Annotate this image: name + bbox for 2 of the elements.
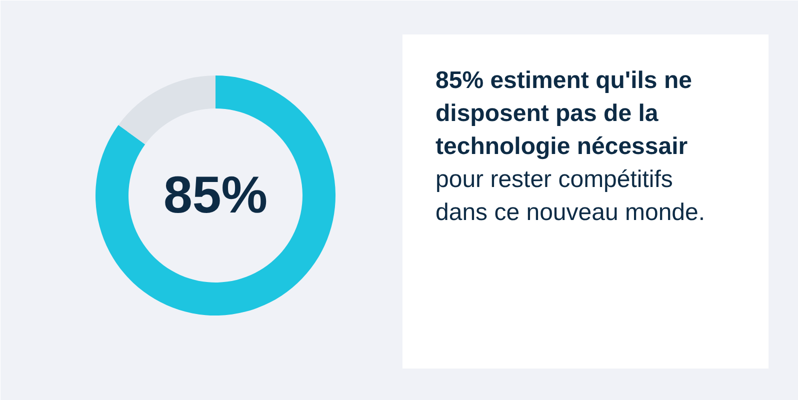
text: pour rester compétitifs dans ce nouveau monde. [436,166,706,226]
text: 85% [163,166,268,224]
